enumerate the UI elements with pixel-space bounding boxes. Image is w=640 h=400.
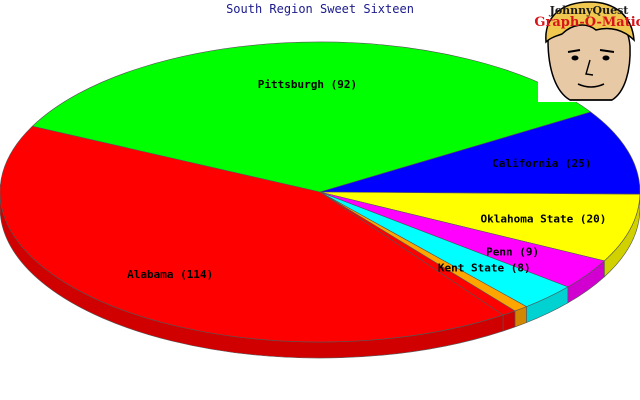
- logo-line-2: Graph-O-Matic: [534, 15, 640, 30]
- chart-title: South Region Sweet Sixteen: [226, 2, 414, 16]
- pie-slice-pittsburgh: [31, 41, 592, 193]
- slice-label-california: California (25): [492, 157, 591, 170]
- slice-label-pittsburgh: Pittsburgh (92): [258, 78, 357, 91]
- graph-o-matic-logo: JohnnyQuest Graph-O-Matic: [534, 0, 640, 102]
- cartoon-face-icon: [545, 1, 635, 101]
- pie-slice-alabama: [0, 125, 504, 343]
- pie-labels: Pittsburgh (92) California (25) Oklahoma S…: [127, 78, 606, 281]
- slice-label-oklahoma-state: Oklahoma State (20): [481, 212, 607, 225]
- slice-label-kent-state: Kent State (8): [438, 262, 531, 275]
- slice-label-penn: Penn (9): [486, 245, 539, 258]
- pie-tops: [0, 41, 640, 343]
- slice-label-alabama: Alabama (114): [127, 268, 213, 281]
- logo-line-1: JohnnyQuest: [549, 4, 630, 17]
